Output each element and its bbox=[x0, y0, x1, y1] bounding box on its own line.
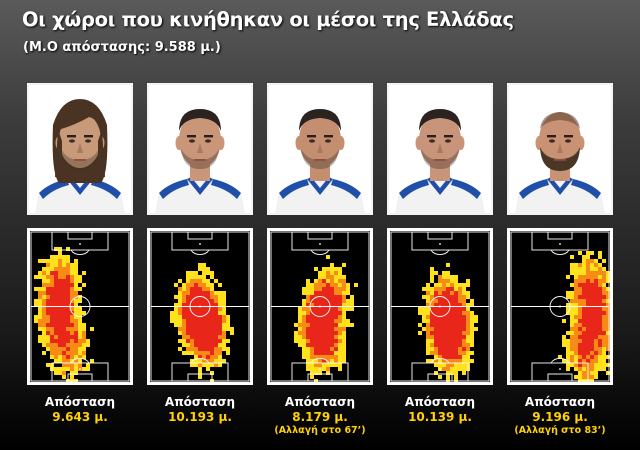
face bbox=[179, 112, 221, 168]
substitution-note-3: (Αλλαγή στο 67’) bbox=[274, 425, 366, 436]
player-portrait bbox=[509, 85, 611, 213]
pitch-lines bbox=[30, 231, 130, 382]
distance-label-2: Απόσταση bbox=[164, 395, 236, 409]
pitch-lines bbox=[390, 231, 490, 382]
distance-label-3: Απόσταση bbox=[284, 395, 356, 409]
player-photo-2 bbox=[147, 83, 253, 215]
distance-label-1: Απόσταση bbox=[44, 395, 116, 409]
pitch-heatmap bbox=[30, 231, 130, 382]
pitch-heatmap bbox=[270, 231, 370, 382]
player-photo-1 bbox=[27, 83, 133, 215]
distance-value-5: 9.196 μ. bbox=[532, 410, 588, 424]
average-distance-subtitle: (Μ.Ο απόστασης: 9.588 μ.) bbox=[23, 40, 221, 55]
player-photo-5 bbox=[507, 83, 613, 215]
player-photo-3 bbox=[267, 83, 373, 215]
distance-label-5: Απόσταση bbox=[524, 395, 596, 409]
pitch-lines bbox=[270, 231, 370, 382]
distance-value-4: 10.139 μ. bbox=[408, 410, 472, 424]
heatmap-player-3 bbox=[267, 228, 373, 385]
distance-value-3: 8.179 μ. bbox=[292, 410, 348, 424]
player-portrait bbox=[149, 85, 251, 213]
heatmap-player-5 bbox=[507, 228, 613, 385]
face bbox=[299, 112, 341, 168]
heatmap-player-1 bbox=[27, 228, 133, 385]
distance-value-2: 10.193 μ. bbox=[168, 410, 232, 424]
distance-value-1: 9.643 μ. bbox=[52, 410, 108, 424]
heatmap-player-2 bbox=[147, 228, 253, 385]
pitch-heatmap bbox=[390, 231, 490, 382]
player-portrait bbox=[389, 85, 491, 213]
pitch-lines bbox=[510, 231, 610, 382]
pitch-heatmap bbox=[510, 231, 610, 382]
player-photo-4 bbox=[387, 83, 493, 215]
pitch-lines bbox=[150, 231, 250, 382]
player-portrait bbox=[29, 85, 131, 213]
pitch-heatmap bbox=[150, 231, 250, 382]
heatmap-player-4 bbox=[387, 228, 493, 385]
face bbox=[539, 112, 581, 168]
distance-label-4: Απόσταση bbox=[404, 395, 476, 409]
page-title: Οι χώροι που κινήθηκαν οι μέσοι της Ελλά… bbox=[22, 8, 514, 31]
substitution-note-5: (Αλλαγή στο 83’) bbox=[514, 425, 606, 436]
face bbox=[419, 112, 461, 168]
player-portrait bbox=[269, 85, 371, 213]
